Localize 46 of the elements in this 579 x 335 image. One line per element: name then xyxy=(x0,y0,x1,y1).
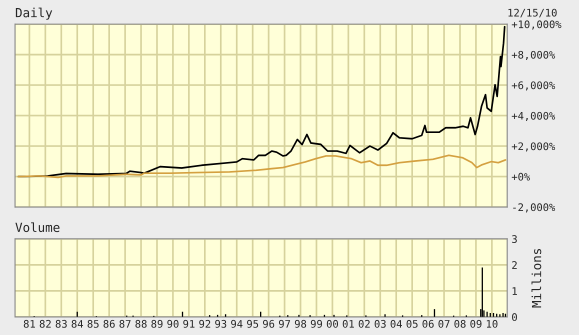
chart-title: Daily xyxy=(16,8,52,20)
x-tick-label: 95 xyxy=(247,320,258,328)
y-tick-label: +2,000% xyxy=(512,142,556,152)
x-tick-label: 91 xyxy=(183,320,194,328)
x-tick-label: 85 xyxy=(88,320,99,328)
x-tick-label: 87 xyxy=(119,320,131,328)
x-tick-label: 05 xyxy=(406,320,418,328)
text: 12/15/10 xyxy=(508,8,557,18)
x-tick-label: 88 xyxy=(135,320,147,328)
y-tick-label: +6,000% xyxy=(512,81,556,91)
x-tick-label: 01 xyxy=(342,320,354,328)
x-tick-label: 81 xyxy=(24,320,35,328)
x-tick-label: 92 xyxy=(199,320,210,328)
x-tick-label: 82 xyxy=(40,320,51,328)
x-tick-label: 08 xyxy=(454,320,466,328)
x-tick-label: 07 xyxy=(438,320,450,328)
y-tick-label: +10,000% xyxy=(512,20,562,30)
x-tick-label: 84 xyxy=(72,320,84,328)
x-tick-label: 00 xyxy=(326,320,338,328)
x-tick-label: 02 xyxy=(358,320,370,328)
x-tick-label: 98 xyxy=(294,320,306,328)
x-tick-label: 06 xyxy=(422,320,434,328)
x-tick-label: 89 xyxy=(151,320,163,328)
y-tick-label: +4,000% xyxy=(512,112,556,122)
x-tick-label: 09 xyxy=(470,320,482,328)
y-tick-label: 2 xyxy=(512,261,517,269)
chart-title: Volume xyxy=(15,222,60,232)
y-tick-label: 0 xyxy=(512,313,517,322)
line-series xyxy=(17,154,506,178)
y-axis-title: Millions xyxy=(532,249,542,308)
x-tick-label: 10 xyxy=(486,320,498,328)
y-tick-label: 1 xyxy=(512,287,517,295)
x-tick-label: 96 xyxy=(263,320,274,328)
x-tick-label: 83 xyxy=(56,320,67,328)
x-tick-label: 86 xyxy=(104,320,115,328)
x-tick-label: 93 xyxy=(215,320,226,328)
x-tick-label: 94 xyxy=(231,320,242,328)
x-tick-label: 04 xyxy=(390,320,402,328)
y-tick-label: 3 xyxy=(512,235,517,243)
y-tick-label: -2,000% xyxy=(513,203,556,212)
x-tick-label: 03 xyxy=(374,320,386,328)
y-tick-label: +0% xyxy=(512,172,530,181)
x-tick-label: 97 xyxy=(278,320,290,328)
x-tick-label: 99 xyxy=(310,320,322,328)
y-tick-label: +8,000% xyxy=(512,50,556,60)
x-tick-label: 90 xyxy=(167,320,179,328)
